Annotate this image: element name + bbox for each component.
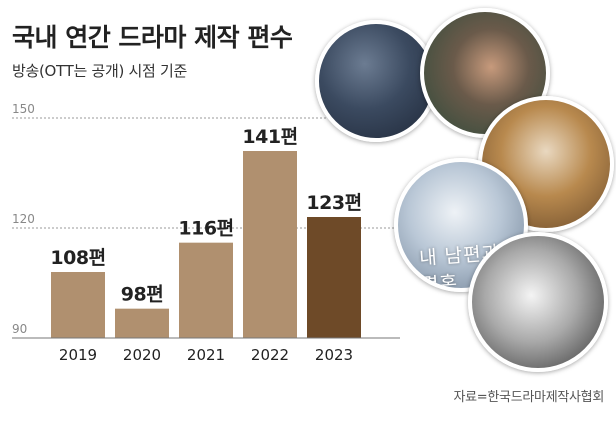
bar-2020 bbox=[115, 308, 169, 338]
value-label-2020: 98편 bbox=[121, 284, 163, 306]
x-tick-label-2022: 2022 bbox=[251, 346, 289, 364]
value-label-2019: 108편 bbox=[50, 247, 105, 269]
x-tick-label-2021: 2021 bbox=[187, 346, 225, 364]
value-label-2023: 123편 bbox=[306, 192, 361, 214]
bar-2023 bbox=[307, 217, 361, 338]
bar-2019 bbox=[51, 272, 105, 338]
source-note: 자료=한국드라마제작사협회 bbox=[453, 390, 604, 405]
y-tick-label: 150 bbox=[12, 102, 35, 116]
y-tick-label: 120 bbox=[12, 212, 35, 226]
chart-title: 국내 연간 드라마 제작 편수 bbox=[12, 23, 293, 52]
x-tick-label-2023: 2023 bbox=[315, 346, 353, 364]
value-label-2021: 116편 bbox=[178, 218, 233, 240]
chart-subtitle: 방송(OTT는 공개) 시점 기준 bbox=[12, 62, 187, 80]
value-label-2022: 141편 bbox=[242, 126, 297, 148]
x-tick-label-2019: 2019 bbox=[59, 346, 97, 364]
y-tick-label: 90 bbox=[12, 322, 27, 336]
x-tick-label-2020: 2020 bbox=[123, 346, 161, 364]
bar-2021 bbox=[179, 242, 233, 338]
bar-2022 bbox=[243, 151, 297, 338]
